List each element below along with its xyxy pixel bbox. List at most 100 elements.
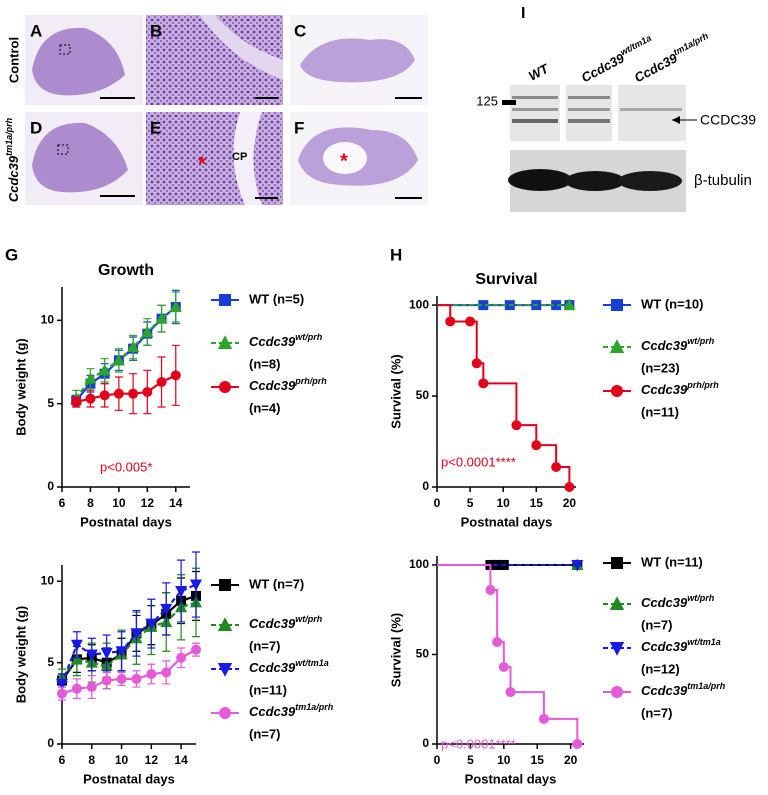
marker xyxy=(70,639,83,652)
x-tick-label: 20 xyxy=(563,496,577,510)
legend-sup: wt/prh xyxy=(295,614,322,624)
marker xyxy=(130,628,143,640)
loading-label: β-tubulin xyxy=(694,172,752,189)
marker xyxy=(145,618,158,631)
marker xyxy=(219,381,231,393)
marker xyxy=(71,397,82,407)
legend-sup: prh/prh xyxy=(294,376,327,386)
panel-label: I xyxy=(521,5,525,22)
panel-label: F xyxy=(294,118,304,137)
marker xyxy=(86,682,97,693)
legend-label: Ccdc39tm1a/prh xyxy=(641,681,726,698)
lane-name: Ccdc39 xyxy=(579,50,628,85)
legend-name: Ccdc39 xyxy=(249,616,296,631)
marker xyxy=(127,340,140,352)
lane-sup: tm1a/prh xyxy=(672,31,711,58)
x-tick-label: 8 xyxy=(88,753,95,767)
row-label: Ccdc39tm1a/prh xyxy=(4,117,21,202)
x-tick-label: 10 xyxy=(115,753,129,767)
marker xyxy=(160,603,173,616)
marker xyxy=(465,316,476,327)
marker xyxy=(56,678,68,691)
x-tick-label: 10 xyxy=(497,753,511,767)
legend-sup: wt/prh xyxy=(687,593,714,603)
marker xyxy=(98,363,111,376)
x-tick-label: 12 xyxy=(145,753,159,767)
marker xyxy=(131,673,142,684)
marker xyxy=(611,299,623,311)
row-label-name: Ccdc39 xyxy=(6,155,21,202)
legend-sup: tm1a/prh xyxy=(295,702,334,712)
asterisk: * xyxy=(340,150,348,172)
legend-label: WT (n=5) xyxy=(249,291,304,306)
histology xyxy=(25,15,428,205)
marker xyxy=(57,688,67,699)
y-tick-label: 0 xyxy=(422,479,429,493)
marker xyxy=(498,662,509,673)
legend-name: Ccdc39 xyxy=(641,382,688,397)
legend-n: (n=4) xyxy=(249,400,280,415)
y-tick-label: 5 xyxy=(47,396,54,410)
marker xyxy=(531,440,542,451)
marker xyxy=(611,557,623,569)
y-tick-label: 50 xyxy=(416,647,430,661)
marker xyxy=(175,586,188,598)
annotation: p<0.005* xyxy=(100,459,152,474)
x-axis-title: Postnatal days xyxy=(461,514,553,529)
legend-label: Ccdc39wt/tm1a xyxy=(641,637,721,654)
legend-sup: prh/prh xyxy=(686,380,719,390)
y-tick-label: 100 xyxy=(409,297,429,311)
legend-label: Ccdc39prh/prh xyxy=(249,376,327,393)
marker xyxy=(169,300,182,312)
legend-name: Ccdc39 xyxy=(249,660,296,675)
marker xyxy=(478,378,489,389)
y-tick-label: 0 xyxy=(47,736,54,750)
marker xyxy=(155,312,168,324)
marker xyxy=(128,388,139,399)
marker xyxy=(142,387,153,397)
marker xyxy=(611,385,623,397)
marker xyxy=(219,707,231,719)
survival-curve xyxy=(437,304,571,487)
legend-label: WT (n=10) xyxy=(641,296,703,311)
marker xyxy=(505,687,516,698)
marker xyxy=(445,316,456,327)
x-tick-label: 6 xyxy=(59,753,66,767)
legend-name: Ccdc39 xyxy=(249,704,296,719)
legend-label: Ccdc39prh/prh xyxy=(641,380,719,397)
marker xyxy=(190,579,202,592)
x-tick-label: 15 xyxy=(530,496,544,510)
x-tick-label: 12 xyxy=(141,496,155,510)
series-line xyxy=(61,601,197,678)
legend-label: WT (n=11) xyxy=(641,554,703,569)
marker xyxy=(538,713,549,724)
marker xyxy=(563,298,576,311)
marker xyxy=(471,358,482,369)
marker xyxy=(112,353,125,366)
marker xyxy=(219,579,231,591)
x-axis-title: Postnatal days xyxy=(83,771,175,786)
band-label: CCDC39 xyxy=(700,112,756,128)
x-tick-label: 0 xyxy=(434,496,441,510)
chart-title: Growth xyxy=(98,262,154,279)
legend-label: Ccdc39wt/prh xyxy=(249,332,323,349)
legend-sup: wt/prh xyxy=(295,332,322,342)
marker xyxy=(101,675,112,686)
y-tick-label: 0 xyxy=(422,736,429,750)
cp-label: CP xyxy=(232,151,247,163)
legend-name: Ccdc39 xyxy=(641,595,688,610)
legend-n: (n=7) xyxy=(249,638,280,653)
legend-name: Ccdc39 xyxy=(249,334,296,349)
y-tick-label: 10 xyxy=(41,313,55,327)
marker xyxy=(191,644,201,655)
marker xyxy=(156,377,167,387)
marker xyxy=(572,739,583,749)
row-label: Control xyxy=(6,37,21,83)
legend-n: (n=8) xyxy=(249,356,280,371)
panel-label: A xyxy=(30,21,42,40)
marker xyxy=(219,294,231,306)
lane-label: WT xyxy=(526,60,552,83)
legend-name: Ccdc39 xyxy=(641,338,688,353)
blot xyxy=(502,85,697,212)
